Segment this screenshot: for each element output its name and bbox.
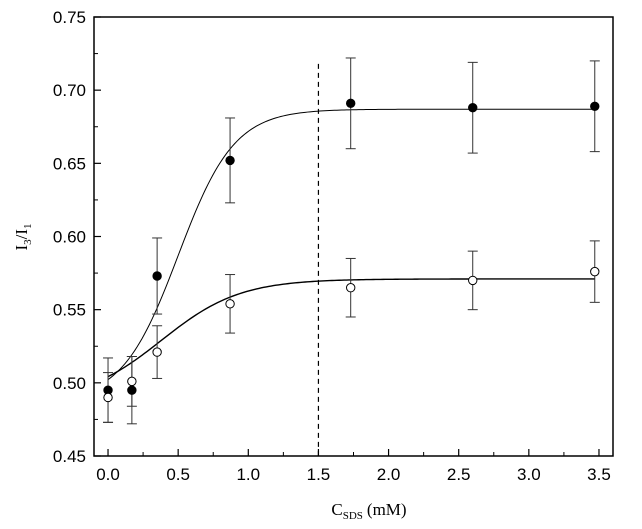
y-tick-label: 0.60 [53,228,86,247]
data-point-open [152,347,162,357]
y-tick-label: 0.70 [53,81,86,100]
plot-frame [93,16,614,457]
y-tick-label: 0.75 [53,8,86,27]
x-tick-label: 1.0 [236,465,260,484]
data-point-open [590,266,600,277]
y-tick-label: 0.65 [53,154,86,173]
data-point-filled [345,98,356,109]
data-point-filled [468,103,478,113]
fit-curve [107,278,595,378]
x-tick-label: 2.5 [447,465,471,484]
data-point-filled [225,155,235,166]
x-tick-label: 3.5 [587,465,611,484]
fit-curve [107,108,595,381]
x-tick-label: 2.0 [377,465,401,484]
x-tick-label: 0.5 [166,465,190,484]
y-axis-title: I3/I1 [12,223,34,250]
x-tick-label: 0.0 [96,465,120,484]
data-point-open [468,275,478,286]
data-point-filled [152,271,162,281]
data-point-filled [127,385,137,395]
x-tick-label: 1.5 [307,465,331,484]
data-point-filled [590,101,600,111]
x-axis-title: CSDS (mM) [331,500,406,522]
data-point-open [127,376,137,387]
data-point-open [225,299,235,309]
x-tick-label: 3.0 [517,465,541,484]
data-point-open [345,283,356,293]
y-tick-label: 0.55 [53,301,86,320]
y-tick-label: 0.50 [53,374,86,393]
data-point-open [103,392,113,403]
y-tick-label: 0.45 [53,447,86,466]
